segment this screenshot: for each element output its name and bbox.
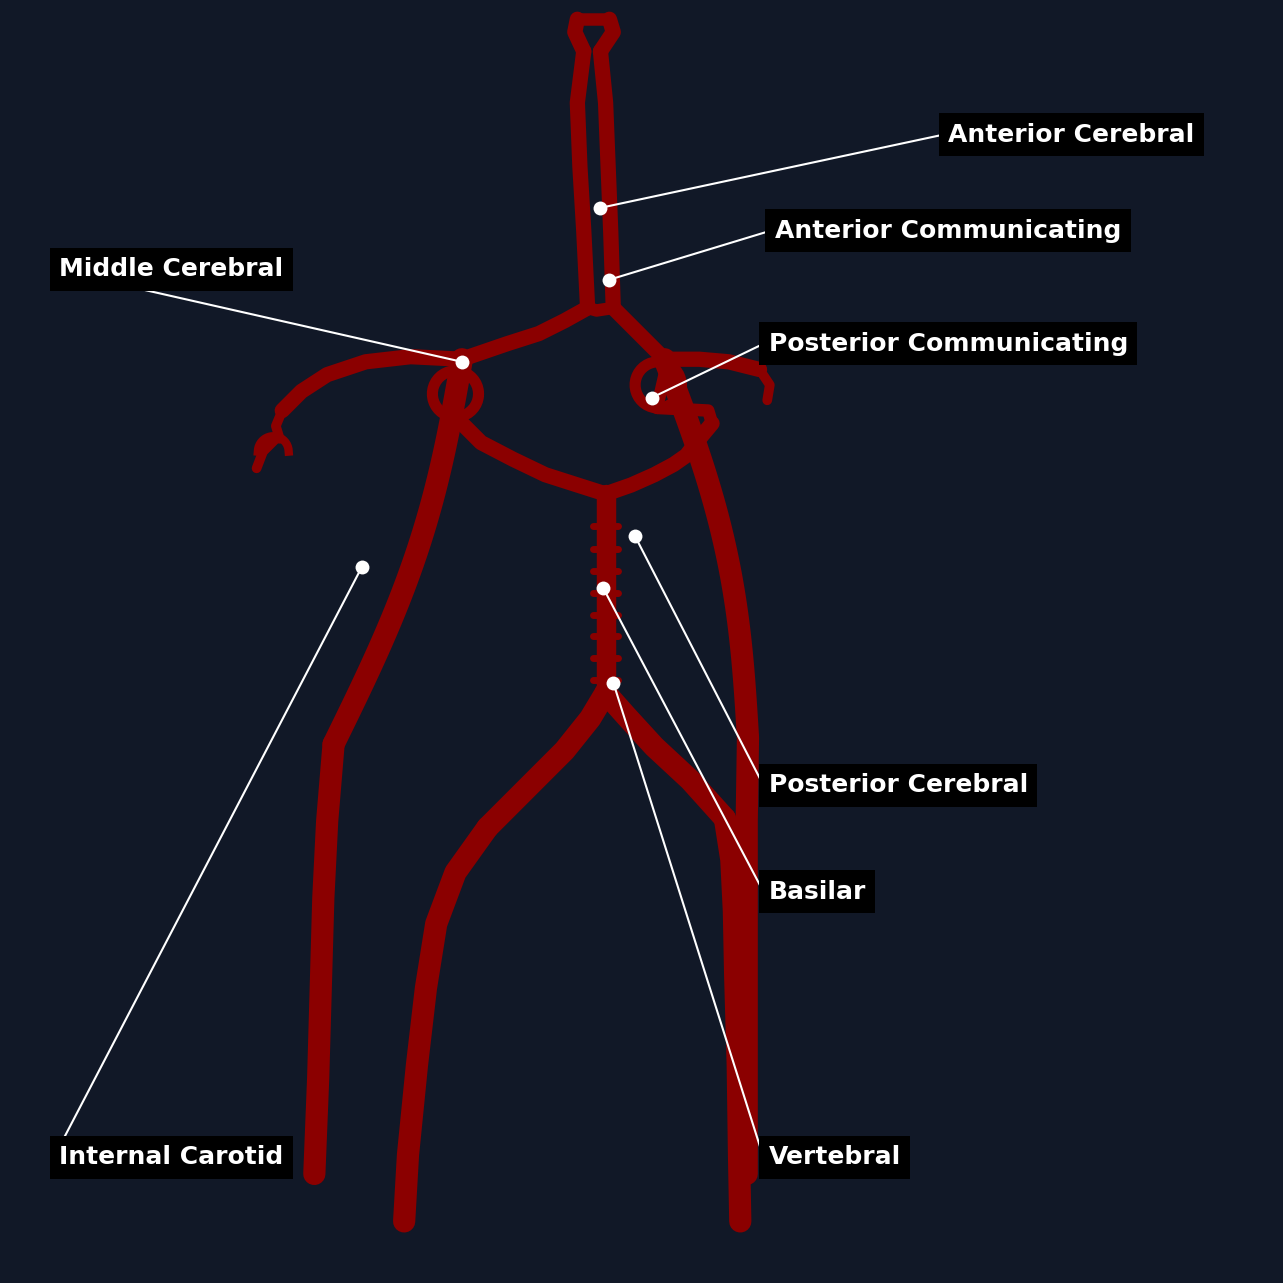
Text: Posterior Cerebral: Posterior Cerebral (769, 774, 1028, 797)
Point (590, 198, 611, 218)
Text: Vertebral: Vertebral (769, 1146, 901, 1169)
Point (625, 526, 645, 547)
Point (593, 577, 613, 598)
Text: Internal Carotid: Internal Carotid (59, 1146, 284, 1169)
Text: Basilar: Basilar (769, 880, 866, 903)
Point (352, 557, 372, 577)
Text: Anterior Cerebral: Anterior Cerebral (948, 123, 1194, 146)
Point (642, 387, 662, 408)
Text: Posterior Communicating: Posterior Communicating (769, 332, 1128, 355)
Text: Anterior Communicating: Anterior Communicating (775, 219, 1121, 242)
Point (452, 352, 472, 372)
Text: Middle Cerebral: Middle Cerebral (59, 258, 284, 281)
Point (599, 269, 620, 290)
Point (603, 672, 624, 693)
